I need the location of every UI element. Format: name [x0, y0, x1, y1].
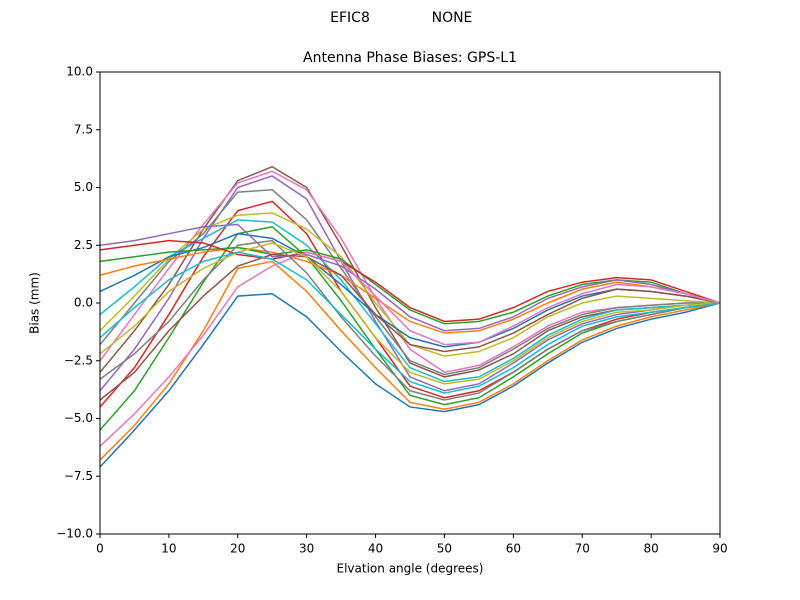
series-line — [99, 219, 721, 383]
series-line — [99, 251, 721, 447]
series-line — [99, 239, 721, 323]
y-tick-label: −7.5 — [64, 469, 93, 483]
series-line — [99, 242, 721, 385]
x-tick-label: 70 — [575, 542, 590, 556]
chart-title: Antenna Phase Biases: GPS-L1 — [303, 50, 517, 66]
series-line — [99, 239, 721, 401]
series-line — [99, 200, 721, 408]
suptitle-left: EFIC8 — [330, 10, 370, 26]
series-line — [99, 170, 720, 374]
x-tick-label: 40 — [368, 542, 383, 556]
x-tick-label: 50 — [437, 542, 452, 556]
series-line — [99, 246, 721, 334]
y-tick-label: 5.0 — [74, 180, 93, 194]
series-line — [99, 189, 720, 376]
series-line — [99, 251, 721, 394]
x-axis-label: Elvation angle (degrees) — [337, 562, 484, 576]
plot-frame — [99, 71, 721, 535]
y-tick-label: 10.0 — [66, 65, 93, 79]
y-tick-label: −10.0 — [56, 527, 93, 541]
series-line — [99, 223, 721, 332]
series-line — [99, 253, 721, 401]
x-tick-label: 0 — [96, 542, 104, 556]
y-tick-label: 2.5 — [74, 238, 93, 252]
series-line — [99, 292, 721, 468]
y-tick-label: 7.5 — [74, 122, 93, 136]
y-tick-label: −5.0 — [64, 411, 93, 425]
x-tick-label: 80 — [643, 542, 658, 556]
x-tick-label: 60 — [506, 542, 521, 556]
x-tick-label: 10 — [161, 542, 176, 556]
x-tick-label: 30 — [299, 542, 314, 556]
suptitle-right: NONE — [432, 10, 473, 26]
x-tick-label: 20 — [230, 542, 245, 556]
y-tick-label: −2.5 — [64, 353, 93, 367]
y-axis-label: Bias (mm) — [28, 272, 42, 334]
x-tick-label: 90 — [712, 542, 727, 556]
series-line — [99, 260, 721, 461]
y-tick-label: 0.0 — [74, 296, 93, 310]
